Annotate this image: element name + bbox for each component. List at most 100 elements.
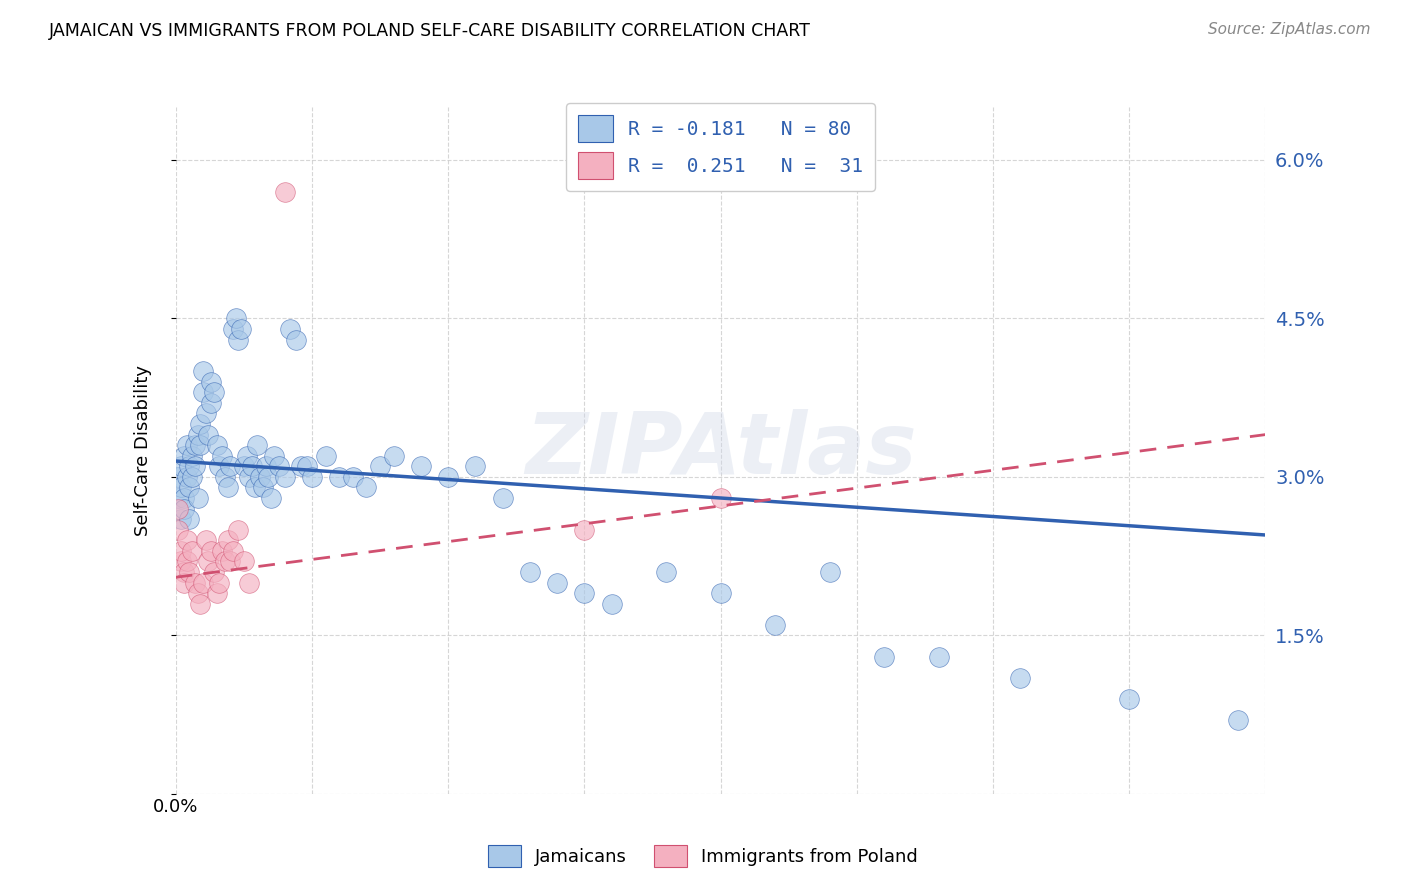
- Point: [205, 586, 228, 600]
- Point: [173, 575, 195, 590]
- Point: [214, 554, 236, 568]
- Point: [179, 565, 201, 579]
- Point: [197, 427, 219, 442]
- Point: [208, 459, 231, 474]
- Point: [249, 470, 271, 484]
- Point: [170, 512, 193, 526]
- Legend: Jamaicans, Immigrants from Poland: Jamaicans, Immigrants from Poland: [481, 838, 925, 874]
- Point: [873, 649, 896, 664]
- Point: [186, 491, 209, 505]
- Point: [710, 586, 733, 600]
- Point: [328, 470, 350, 484]
- Point: [200, 396, 222, 410]
- Point: [176, 554, 198, 568]
- Point: [1227, 713, 1250, 727]
- Point: [464, 459, 486, 474]
- Point: [274, 185, 297, 199]
- Point: [225, 311, 247, 326]
- Point: [655, 565, 678, 579]
- Point: [342, 470, 364, 484]
- Text: Source: ZipAtlas.com: Source: ZipAtlas.com: [1208, 22, 1371, 37]
- Point: [170, 544, 193, 558]
- Point: [214, 470, 236, 484]
- Point: [818, 565, 841, 579]
- Point: [181, 449, 204, 463]
- Point: [217, 533, 239, 548]
- Point: [928, 649, 950, 664]
- Point: [574, 523, 596, 537]
- Text: 0.0%: 0.0%: [153, 798, 198, 816]
- Point: [710, 491, 733, 505]
- Point: [194, 533, 217, 548]
- Text: JAMAICAN VS IMMIGRANTS FROM POLAND SELF-CARE DISABILITY CORRELATION CHART: JAMAICAN VS IMMIGRANTS FROM POLAND SELF-…: [49, 22, 811, 40]
- Point: [211, 544, 233, 558]
- Point: [197, 554, 219, 568]
- Point: [382, 449, 405, 463]
- Point: [173, 565, 195, 579]
- Point: [173, 491, 195, 505]
- Point: [179, 480, 201, 494]
- Point: [186, 586, 209, 600]
- Point: [228, 523, 250, 537]
- Point: [179, 512, 201, 526]
- Point: [184, 459, 207, 474]
- Point: [176, 438, 198, 452]
- Point: [437, 470, 460, 484]
- Point: [492, 491, 515, 505]
- Point: [519, 565, 541, 579]
- Point: [176, 533, 198, 548]
- Point: [252, 480, 274, 494]
- Point: [202, 385, 225, 400]
- Point: [254, 459, 277, 474]
- Point: [546, 575, 568, 590]
- Point: [222, 544, 245, 558]
- Point: [1118, 691, 1140, 706]
- Point: [232, 554, 254, 568]
- Point: [219, 554, 242, 568]
- Point: [243, 480, 266, 494]
- Point: [191, 364, 214, 378]
- Point: [290, 459, 312, 474]
- Point: [600, 597, 623, 611]
- Point: [295, 459, 318, 474]
- Point: [173, 501, 195, 516]
- Y-axis label: Self-Care Disability: Self-Care Disability: [134, 365, 152, 536]
- Point: [181, 470, 204, 484]
- Point: [278, 322, 301, 336]
- Point: [184, 575, 207, 590]
- Point: [235, 449, 257, 463]
- Point: [200, 544, 222, 558]
- Point: [1010, 671, 1032, 685]
- Point: [170, 554, 193, 568]
- Point: [205, 438, 228, 452]
- Point: [191, 575, 214, 590]
- Point: [263, 449, 285, 463]
- Point: [232, 459, 254, 474]
- Point: [574, 586, 596, 600]
- Point: [368, 459, 391, 474]
- Point: [188, 438, 211, 452]
- Point: [409, 459, 432, 474]
- Point: [217, 480, 239, 494]
- Point: [170, 459, 193, 474]
- Point: [167, 491, 190, 505]
- Point: [238, 470, 260, 484]
- Point: [301, 470, 323, 484]
- Point: [240, 459, 263, 474]
- Point: [186, 427, 209, 442]
- Point: [228, 333, 250, 347]
- Point: [246, 438, 269, 452]
- Point: [284, 333, 307, 347]
- Legend: R = -0.181   N = 80, R =  0.251   N =  31: R = -0.181 N = 80, R = 0.251 N = 31: [567, 103, 875, 191]
- Point: [763, 617, 786, 632]
- Point: [222, 322, 245, 336]
- Point: [231, 322, 253, 336]
- Point: [219, 459, 242, 474]
- Point: [194, 407, 217, 421]
- Point: [170, 480, 193, 494]
- Point: [191, 385, 214, 400]
- Point: [167, 470, 190, 484]
- Point: [181, 544, 204, 558]
- Point: [200, 375, 222, 389]
- Point: [188, 597, 211, 611]
